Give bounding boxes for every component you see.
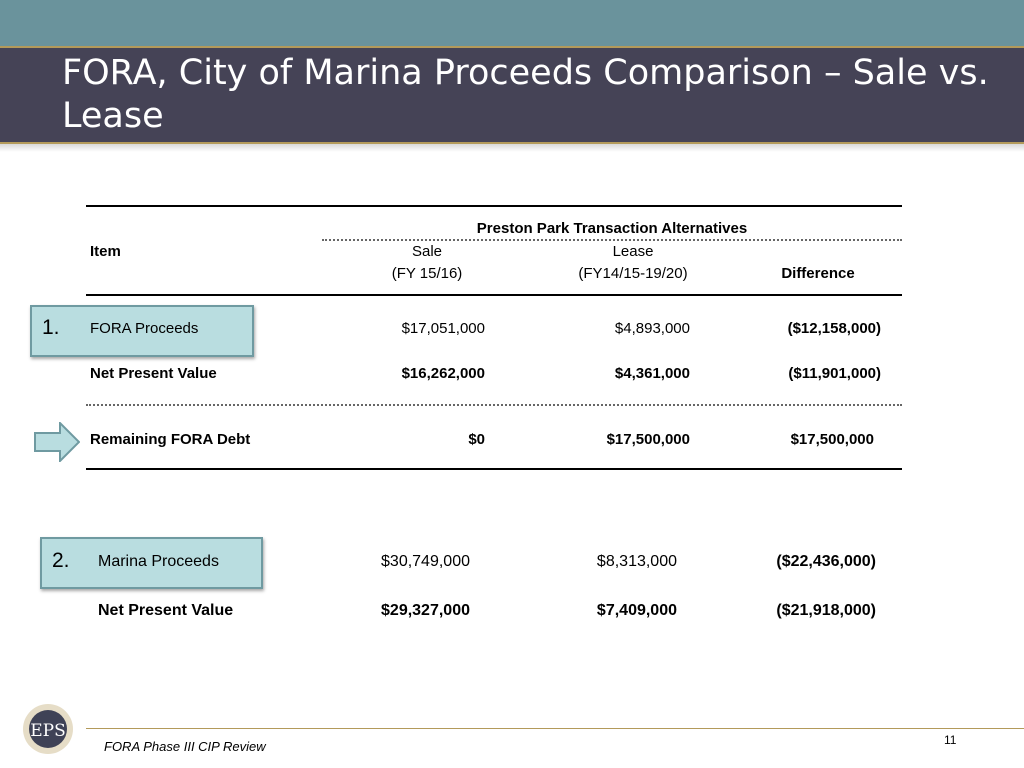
row-item-label: Marina Proceeds [98,553,219,570]
column-header-lease-period: (FY14/15-19/20) [578,265,688,282]
callout-box-1 [30,305,254,357]
row-lease-value: $4,893,000 [614,320,690,337]
column-header-lease: Lease [612,243,654,260]
header-top-band [0,0,1024,46]
footer-text: FORA Phase III CIP Review [104,739,266,754]
header-bottom-rule [86,294,902,296]
row-lease-value: $7,409,000 [596,602,677,619]
right-arrow-icon [34,422,80,462]
row-sale-value: $30,749,000 [381,553,470,570]
row-difference-value: ($22,436,000) [776,553,876,570]
title-band [0,46,1024,144]
callout-box-2 [40,537,263,589]
row-difference-value: ($21,918,000) [776,602,876,619]
row-sale-value: $29,327,000 [381,602,470,619]
svg-text:EPS: EPS [30,721,66,741]
row-item-label: Remaining FORA Debt [90,431,251,448]
row-item-label: FORA Proceeds [90,320,199,337]
column-header-sale-period: (FY 15/16) [391,265,463,282]
row-lease-value: $17,500,000 [606,431,690,448]
row-lease-value: $4,361,000 [614,365,690,382]
column-header-sale: Sale [411,243,443,260]
row-sale-value: $16,262,000 [401,365,485,382]
eps-logo: EPS [23,704,73,754]
callout-number-2: 2. [52,549,70,572]
row-sale-value: $0 [468,431,485,448]
title-shadow [0,144,1024,152]
slide-title: FORA, City of Marina Proceeds Comparison… [62,53,989,136]
table-bottom-rule [86,468,902,470]
row-difference-value: ($12,158,000) [787,320,881,337]
row-lease-value: $8,313,000 [596,553,677,570]
page-number: 11 [944,733,957,747]
table-group-header: Preston Park Transaction Alternatives [476,220,748,237]
row-difference-value: ($11,901,000) [788,365,881,382]
group-header-underline [322,239,902,241]
column-header-difference: Difference [781,265,855,282]
table-dotted-divider [86,404,902,406]
row-item-label: Net Present Value [90,365,217,382]
row-item-label: Net Present Value [98,602,234,619]
callout-number-1: 1. [42,316,60,339]
row-difference-value: $17,500,000 [790,431,874,448]
row-sale-value: $17,051,000 [401,320,485,337]
footer-rule [86,728,1024,729]
table-top-rule [86,205,902,207]
column-header-item: Item [90,243,121,260]
